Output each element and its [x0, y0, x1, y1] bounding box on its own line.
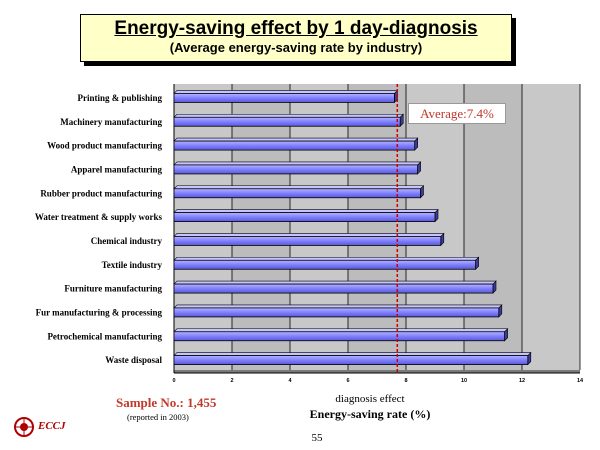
chart-title: Energy-saving effect by 1 day-diagnosis	[114, 18, 478, 39]
x-tick-label: 14	[577, 378, 584, 384]
plot-band	[348, 84, 406, 370]
category-label: Furniture manufacturing	[64, 284, 162, 294]
bar-front	[173, 212, 436, 222]
bar	[173, 232, 445, 247]
category-label: Printing & publishing	[77, 93, 162, 103]
category-label: Apparel manufacturing	[71, 164, 163, 174]
bar-front	[173, 93, 395, 103]
sample-count: Sample No.: 1,455	[116, 395, 217, 410]
x-tick-label: 12	[519, 378, 525, 384]
bar	[173, 351, 532, 366]
bar-front	[173, 259, 477, 270]
category-label: Wood product manufacturing	[47, 141, 162, 151]
category-label: Machinery manufacturing	[60, 117, 162, 127]
x-axis-title: Energy-saving rate (%)	[309, 407, 431, 421]
bar-top	[173, 304, 503, 309]
category-label: Textile industry	[102, 260, 163, 270]
bar-front	[173, 164, 419, 175]
logo-text: ECCJ	[38, 420, 66, 432]
bar-front	[173, 283, 494, 294]
plot-band	[464, 84, 522, 370]
bar-top	[173, 185, 425, 190]
bar	[173, 161, 422, 175]
bar-top	[173, 280, 497, 285]
bar	[173, 89, 399, 104]
x-tick-label: 4	[288, 378, 292, 384]
bar	[173, 208, 439, 223]
average-annotation: Average:7.4%	[408, 103, 506, 124]
bar-front	[173, 236, 442, 246]
bar-front	[173, 188, 421, 199]
title-box: Energy-saving effect by 1 day-diagnosis …	[80, 14, 512, 62]
bar	[173, 185, 425, 199]
plot-floor	[174, 370, 580, 373]
bar	[173, 256, 480, 270]
bar	[173, 328, 509, 342]
plot-band	[406, 84, 464, 370]
x-axis-label: diagnosis effect	[335, 393, 405, 405]
bar	[173, 137, 419, 151]
plot-band	[174, 84, 232, 370]
bar-top	[173, 113, 404, 118]
category-label: Waste disposal	[105, 355, 162, 365]
bar-top	[173, 352, 532, 356]
bar	[173, 280, 497, 294]
bar-front	[173, 307, 500, 318]
page-number: 55	[311, 432, 323, 444]
bar-top	[173, 209, 439, 213]
x-tick-label: 6	[346, 378, 349, 384]
bar-top	[173, 256, 480, 261]
x-tick-label: 8	[404, 378, 407, 384]
plot-band	[232, 84, 290, 370]
bar-front	[173, 140, 416, 151]
category-label: Chemical industry	[91, 236, 163, 246]
eccj-logo-icon	[14, 417, 34, 437]
x-tick-label: 10	[461, 378, 467, 384]
x-tick-label: 0	[172, 378, 175, 384]
bar-front	[173, 331, 506, 342]
reported-note: (reported in 2003)	[127, 412, 189, 422]
category-label: Rubber product manufacturing	[40, 188, 162, 198]
plot-band	[290, 84, 348, 370]
category-label: Fur manufacturing & processing	[36, 307, 163, 317]
bar-top	[173, 137, 419, 142]
bar-front	[173, 355, 529, 365]
category-label: Water treatment & supply works	[35, 212, 163, 222]
bar-top	[173, 328, 509, 333]
bar-front	[173, 116, 401, 127]
category-label: Petrochemical manufacturing	[47, 331, 162, 341]
bar-top	[173, 90, 399, 94]
bar-top	[173, 233, 445, 237]
bar	[173, 304, 503, 318]
bar-top	[173, 161, 422, 166]
x-tick-label: 2	[230, 378, 233, 384]
chart-subtitle: (Average energy-saving rate by industry)	[169, 40, 423, 55]
bar	[173, 113, 404, 127]
plot-band	[522, 84, 580, 370]
